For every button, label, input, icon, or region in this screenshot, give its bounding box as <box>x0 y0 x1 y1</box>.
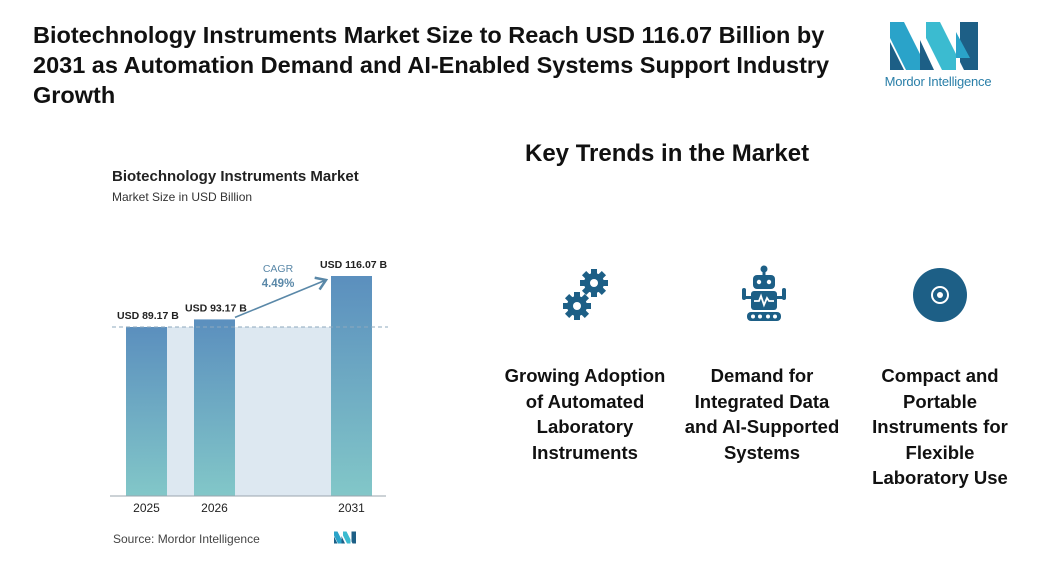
cagr-arrow <box>234 276 329 319</box>
data-label-2031: USD 116.07 B <box>320 259 388 271</box>
data-label-2026: USD 93.17 B <box>185 302 247 314</box>
target-icon <box>910 265 970 325</box>
cagr-label: CAGR <box>263 263 294 275</box>
x-tick-2026: 2026 <box>201 501 228 515</box>
mini-logo-icon <box>334 531 356 544</box>
x-tick-2031: 2031 <box>338 501 365 515</box>
market-size-chart: USD 89.17 B 2025 USD 93.17 B 2026 USD 116.07… <box>110 259 388 515</box>
mordor-intelligence-logo: Mordor Intelligence <box>878 20 998 95</box>
source-note: Source: Mordor Intelligence <box>113 532 260 546</box>
bar-2026 <box>194 319 235 496</box>
chart-title: Biotechnology Instruments Market <box>112 168 359 185</box>
gears-icon <box>558 265 618 325</box>
data-label-2025: USD 89.17 B <box>117 310 179 322</box>
robot-icon <box>734 264 794 324</box>
x-tick-2025: 2025 <box>133 501 160 515</box>
headline: Biotechnology Instruments Market Size to… <box>33 22 830 108</box>
bar-2025 <box>126 326 167 496</box>
bar-2031 <box>331 276 372 496</box>
trend-label-automation: Growing Adoption of Automated Laboratory… <box>504 365 666 463</box>
trend-label-ai-systems: Demand for Integrated Data and AI-Suppor… <box>684 365 840 463</box>
logo-text: Mordor Intelligence <box>884 74 992 89</box>
logo-mark-icon <box>890 22 978 70</box>
trend-label-portable: Compact and Portable Instruments for Fle… <box>872 365 1008 488</box>
chart-subtitle: Market Size in USD Billion <box>112 190 253 204</box>
key-trends-title: Key Trends in the Market <box>525 140 810 167</box>
cagr-value: 4.49% <box>262 278 295 290</box>
